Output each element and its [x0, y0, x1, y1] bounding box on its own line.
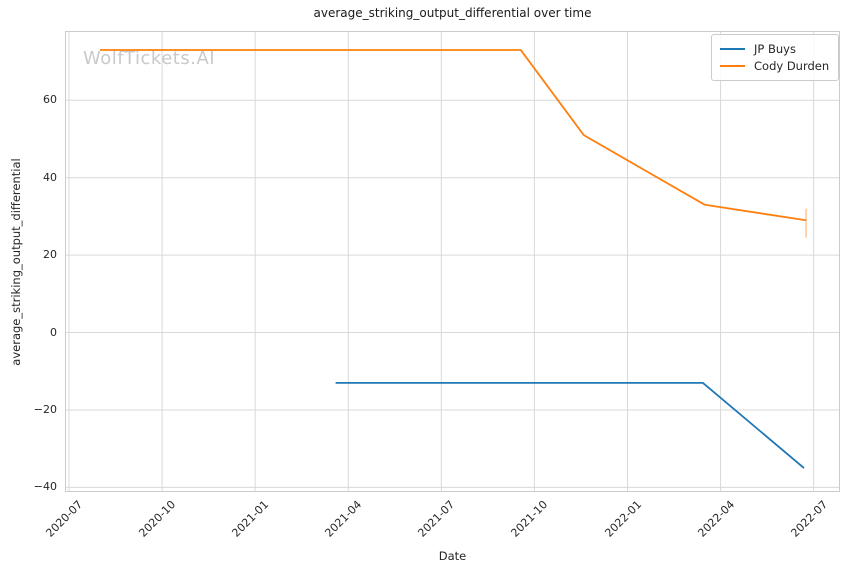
- legend-label-jp-buys: JP Buys: [754, 41, 796, 56]
- legend-item-jp-buys: JP Buys: [720, 40, 830, 57]
- legend-label-cody-durden: Cody Durden: [754, 58, 830, 73]
- plot-spines: [65, 31, 840, 492]
- legend: JP Buys Cody Durden: [711, 34, 839, 81]
- jp-buys-line-swatch: [720, 47, 745, 50]
- y-tick-label: −40: [33, 480, 57, 494]
- watermark: WolfTickets.AI: [83, 48, 216, 69]
- x-tick-label: 2021-04: [322, 498, 365, 540]
- x-tick-label: 2022-04: [695, 498, 737, 540]
- x-tick-label: 2021-07: [415, 498, 458, 540]
- x-tick-label: 2021-10: [508, 498, 551, 540]
- x-tick-label: 2022-07: [788, 498, 830, 540]
- y-tick-label: 0: [50, 325, 57, 339]
- legend-item-cody-durden: Cody Durden: [720, 57, 830, 74]
- y-tick-label: 20: [43, 248, 57, 262]
- plot-area: [65, 31, 840, 492]
- series-line-cody-durden: [100, 49, 807, 222]
- x-tick-label: 2021-01: [229, 498, 272, 540]
- x-axis-label: Date: [438, 549, 467, 563]
- y-axis-label: average_striking_output_differential: [9, 158, 23, 366]
- x-tick-label: 2020-07: [43, 498, 86, 540]
- y-tick-label: 60: [43, 93, 57, 107]
- series-line-jp-buys: [335, 381, 805, 469]
- x-tick-label: 2020-10: [136, 498, 179, 540]
- x-tick-label: 2022-01: [601, 498, 644, 540]
- y-tick-label: 40: [43, 170, 57, 184]
- chart-title: average_striking_output_differential ove…: [313, 6, 592, 20]
- y-tick-label: −20: [33, 402, 57, 416]
- cody-durden-line-swatch: [720, 64, 745, 67]
